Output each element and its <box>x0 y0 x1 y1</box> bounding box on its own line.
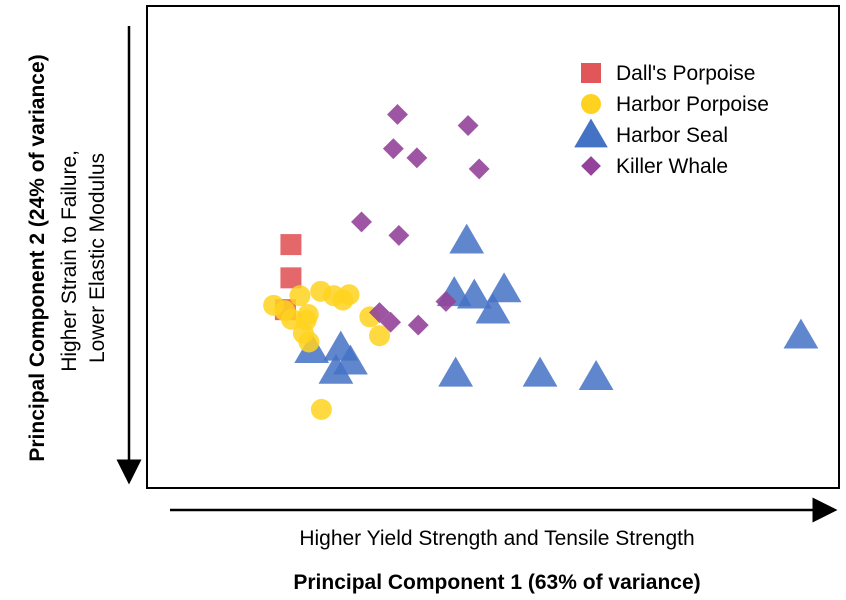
data-point-triangle <box>475 293 511 324</box>
y-axis-title: Principal Component 2 (24% of variance) <box>26 54 49 461</box>
plot-area-frame <box>146 5 840 489</box>
data-point-diamond <box>388 224 410 246</box>
y-direction-label-line-2: Lower Elastic Modulus <box>86 153 109 363</box>
data-point-circle <box>295 309 317 331</box>
data-point-diamond <box>457 115 479 136</box>
data-point-diamond <box>382 138 404 160</box>
data-point-triangle <box>449 223 485 254</box>
x-axis-title: Principal Component 1 (63% of variance) <box>293 571 700 594</box>
legend-label: Harbor Seal <box>616 124 728 147</box>
legend-label: Dall's Porpoise <box>616 62 755 85</box>
data-point-circle <box>289 285 311 307</box>
data-point-triangle <box>578 360 614 390</box>
data-point-diamond <box>406 147 428 169</box>
y-direction-label-line-1: Higher Strain to Failure, <box>58 150 81 372</box>
data-point-diamond <box>407 314 429 336</box>
data-point-diamond <box>380 311 402 333</box>
data-point-square <box>280 267 302 289</box>
legend-marker-circle <box>581 94 601 114</box>
data-point-triangle <box>522 356 558 387</box>
data-point-triangle <box>318 353 354 384</box>
data-point-diamond <box>387 104 408 125</box>
x-direction-label: Higher Yield Strength and Tensile Streng… <box>299 527 694 550</box>
data-point-square <box>280 234 302 256</box>
data-point-circle <box>369 325 391 347</box>
data-point-triangle <box>438 356 474 387</box>
legend-marker-triangle <box>574 118 608 148</box>
data-point-circle <box>338 284 360 306</box>
data-point-triangle <box>486 272 522 303</box>
y-direction-label: Higher Strain to Failure, Lower Elastic … <box>58 144 109 372</box>
legend-marker-square <box>581 63 601 83</box>
legend: Dall's Porpoise Harbor Porpoise Harbor Sea… <box>574 62 769 178</box>
data-point-triangle <box>783 318 819 349</box>
data-points-layer <box>263 104 819 420</box>
legend-label: Harbor Porpoise <box>616 93 769 116</box>
data-point-diamond <box>435 291 457 312</box>
legend-marker-diamond <box>581 156 601 176</box>
legend-label: Killer Whale <box>616 155 728 178</box>
data-point-diamond <box>468 158 490 180</box>
data-point-triangle <box>456 278 492 309</box>
data-point-circle <box>298 331 320 353</box>
data-point-diamond <box>351 211 372 233</box>
data-point-circle <box>310 398 332 420</box>
